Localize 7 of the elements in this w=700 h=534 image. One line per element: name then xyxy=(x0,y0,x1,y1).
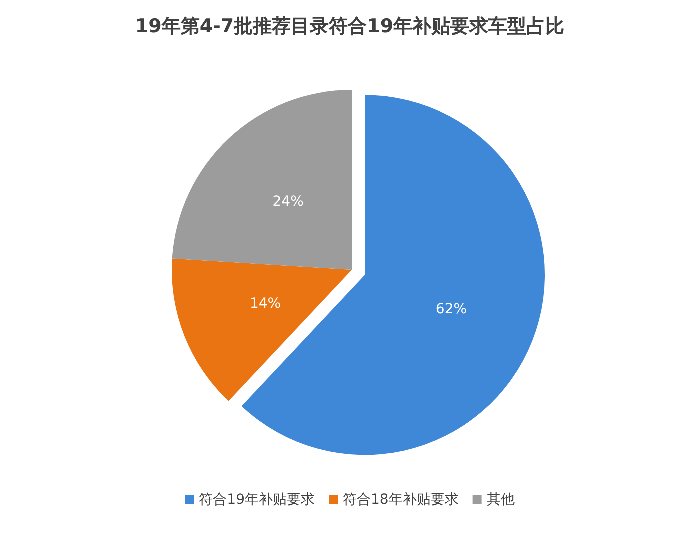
legend-label: 其他 xyxy=(486,492,515,508)
data-label: 62% xyxy=(436,301,468,318)
legend-label: 符合19年补贴要求 xyxy=(199,492,316,508)
chart-title: 19年第4-7批推荐目录符合19年补贴要求车型占比 xyxy=(135,16,565,38)
data-label: 14% xyxy=(250,296,282,312)
legend-label: 符合18年补贴要求 xyxy=(343,492,459,508)
data-label: 24% xyxy=(272,194,304,210)
